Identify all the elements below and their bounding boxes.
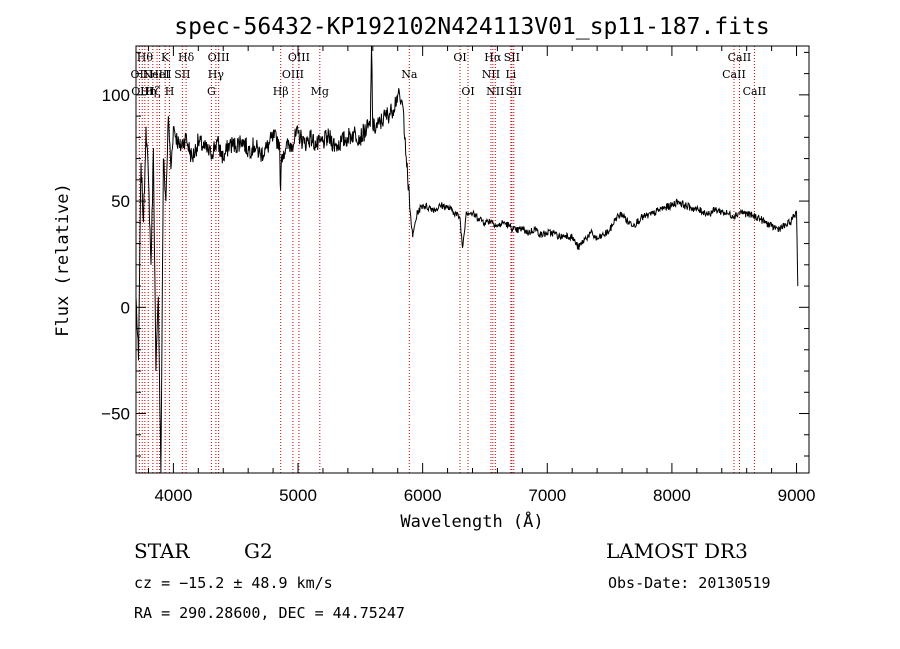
x-tick-label: 4000 (154, 486, 192, 505)
survey-name: LAMOST DR3 (606, 539, 748, 563)
line-marker-label-0: OII (131, 68, 149, 81)
y-tick-label: 50 (111, 192, 130, 211)
x-axis-ticks: 4000 5000 6000 7000 8000 9000 (147, 46, 816, 505)
line-marker-label-22: Hα (484, 51, 502, 64)
line-marker-label-10: Hδ (178, 51, 195, 64)
x-axis-label: Wavelength (Å) (400, 510, 543, 532)
y-tick-label: 100 (102, 86, 130, 105)
line-marker-label-29: CaII (743, 85, 767, 98)
x-tick-label: 9000 (778, 486, 816, 505)
object-class: STAR (134, 539, 190, 563)
spectrum-line (135, 45, 799, 474)
line-marker-label-12: Hγ (208, 68, 225, 81)
plot-frame (135, 45, 810, 474)
line-marker-label-15: OIII (282, 68, 304, 81)
spectral-line-labels: OIIOIIIHθHηHζNeIIIHeIKHSIIHδGHγOIIIHβOII… (131, 51, 767, 98)
x-tick-label: 7000 (528, 486, 566, 505)
line-marker-label-9: SII (174, 68, 190, 81)
line-marker-label-24: Li (505, 68, 516, 81)
line-marker-label-14: Hβ (273, 85, 289, 98)
line-marker-label-21: NII (482, 68, 500, 81)
redshift-info: cz = −15.2 ± 48.9 km/s (134, 574, 333, 592)
line-marker-label-19: OI (453, 51, 466, 64)
x-tick-label: 8000 (653, 486, 691, 505)
line-marker-label-8: H (165, 85, 175, 98)
line-marker-label-5: NeIII (142, 68, 171, 81)
line-marker-label-28: CaII (728, 51, 752, 64)
spectral-subclass: G2 (244, 539, 273, 563)
line-marker-label-17: Mg (311, 85, 329, 98)
line-marker-label-26: SII (506, 85, 522, 98)
line-marker-label-27: CaII (722, 68, 746, 81)
coordinates: RA = 290.28600, DEC = 44.75247 (134, 604, 405, 622)
x-tick-label: 6000 (404, 486, 442, 505)
spectral-line-markers (138, 46, 755, 473)
line-marker-label-13: OIII (208, 51, 230, 64)
observation-date: Obs-Date: 20130519 (608, 574, 771, 592)
line-marker-label-11: G (207, 85, 216, 98)
line-marker-label-6: HeI (149, 68, 169, 81)
line-marker-label-2: Hθ (137, 51, 154, 64)
y-tick-label: 0 (121, 298, 130, 317)
x-tick-label: 5000 (279, 486, 317, 505)
line-marker-label-20: OI (461, 85, 474, 98)
line-marker-label-25: SII (504, 51, 520, 64)
line-marker-label-16: OIII (288, 51, 310, 64)
y-axis-ticks: −50 0 50 100 (101, 51, 809, 457)
line-marker-label-7: K (161, 51, 170, 64)
chart-title: spec-56432-KP192102N424113V01_sp11-187.f… (174, 14, 769, 40)
line-marker-label-23: NII (486, 85, 504, 98)
y-axis-label: Flux (relative) (53, 183, 73, 337)
y-tick-label: −50 (101, 405, 130, 424)
line-marker-label-18: Na (401, 68, 418, 81)
line-marker-label-4: Hζ (145, 85, 161, 98)
